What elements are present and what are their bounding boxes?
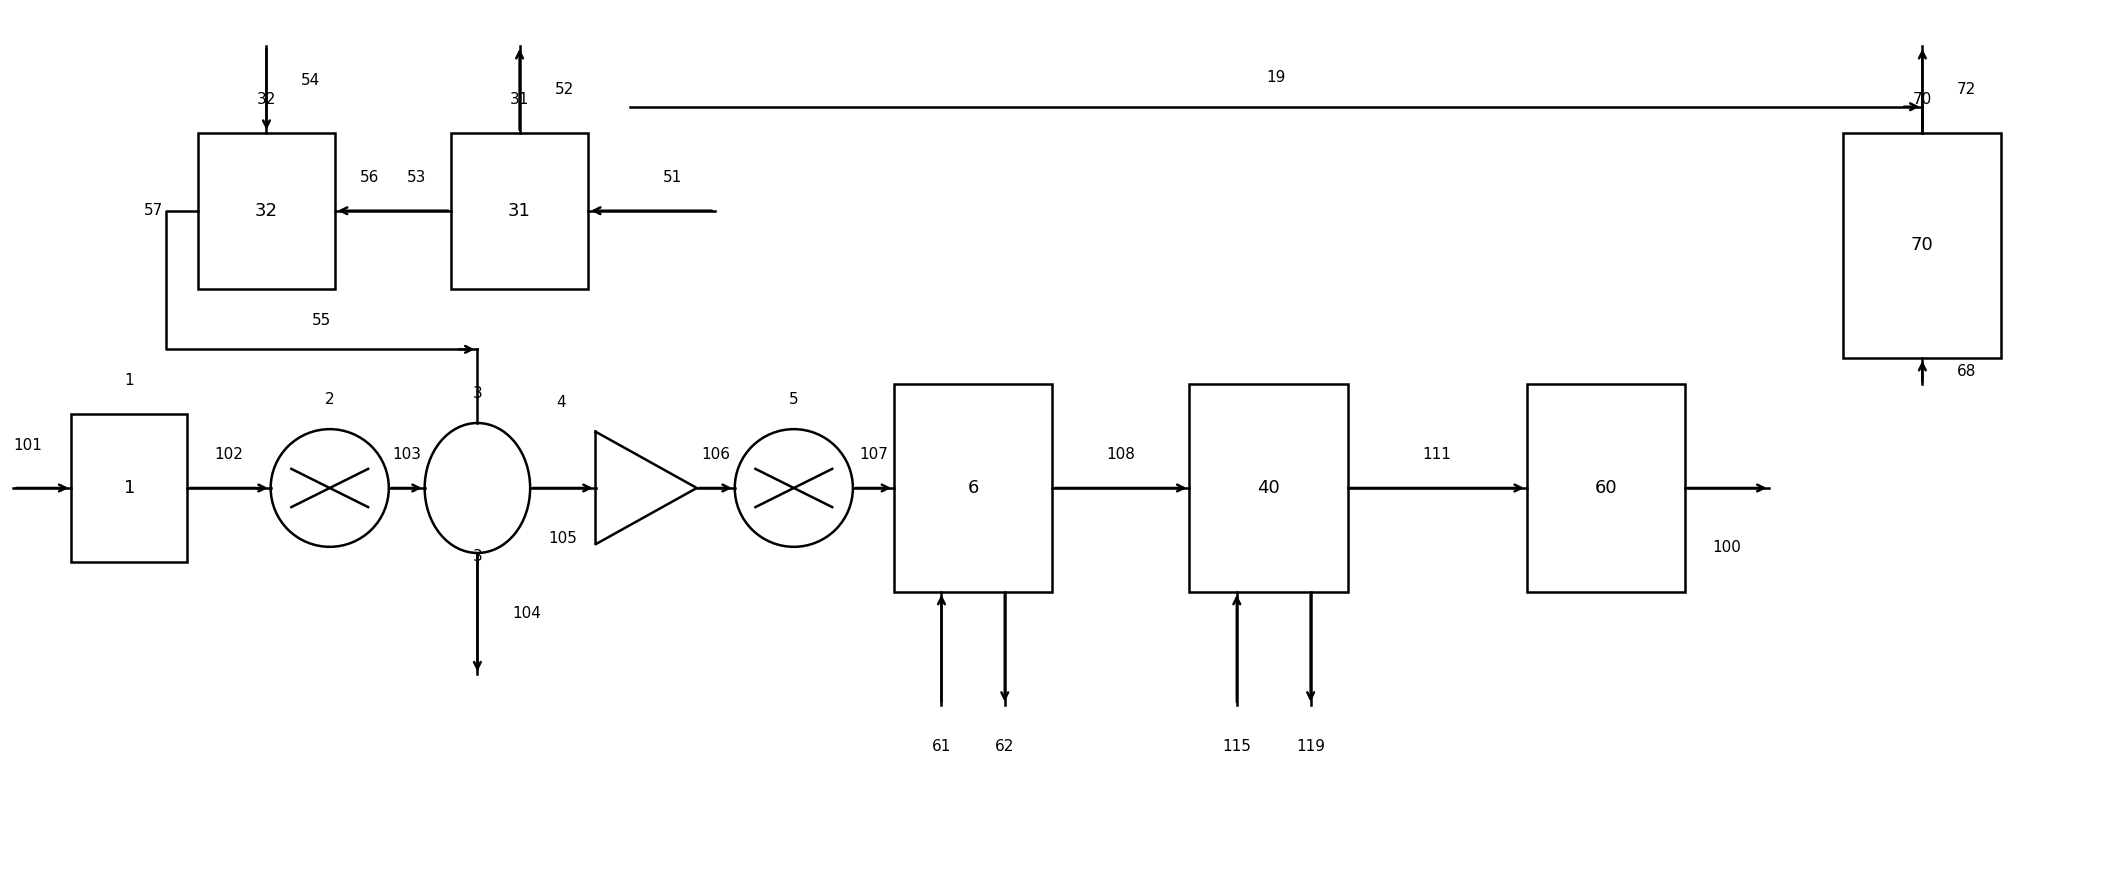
Text: 54: 54 [300,73,321,88]
Text: 61: 61 [933,739,952,754]
Text: 55: 55 [313,313,332,328]
Text: 31: 31 [510,92,529,106]
Text: 53: 53 [406,170,425,185]
Bar [199,133,334,289]
Text: 3: 3 [472,386,482,401]
Text: 5: 5 [789,392,799,407]
Text: 70: 70 [1912,92,1931,106]
Text: 108: 108 [1106,447,1136,462]
Text: 100: 100 [1713,540,1741,555]
Text: 52: 52 [554,82,573,97]
Text: 56: 56 [360,170,379,185]
Text: 106: 106 [702,447,730,462]
Text: 32: 32 [256,201,277,220]
Text: 70: 70 [1912,236,1933,255]
Text: 104: 104 [512,606,541,621]
Text: 72: 72 [1956,82,1975,97]
Text: 68: 68 [1956,364,1978,378]
Text: 6: 6 [967,479,979,497]
Text: 1: 1 [125,373,133,388]
Text: 105: 105 [548,531,577,547]
Text: 119: 119 [1296,739,1326,754]
Bar [1527,384,1686,592]
Text: 60: 60 [1595,479,1618,497]
Bar [895,384,1053,592]
Text: 107: 107 [859,447,888,462]
Text: 57: 57 [144,203,163,218]
Text: 4: 4 [556,395,565,410]
Text: 103: 103 [391,447,421,462]
Text: 111: 111 [1423,447,1451,462]
Text: 101: 101 [13,439,42,453]
Text: 32: 32 [256,92,277,106]
Text: 62: 62 [994,739,1015,754]
Text: 3: 3 [472,548,482,563]
Text: 19: 19 [1267,70,1286,85]
Text: 51: 51 [662,170,683,185]
Bar [450,133,588,289]
Text: 40: 40 [1256,479,1280,497]
Bar [1844,133,2001,358]
Text: 115: 115 [1222,739,1252,754]
Text: 102: 102 [214,447,243,462]
Text: 2: 2 [326,392,334,407]
Bar [72,414,188,562]
Text: 1: 1 [123,479,135,497]
Text: 31: 31 [508,201,531,220]
Bar [1189,384,1347,592]
